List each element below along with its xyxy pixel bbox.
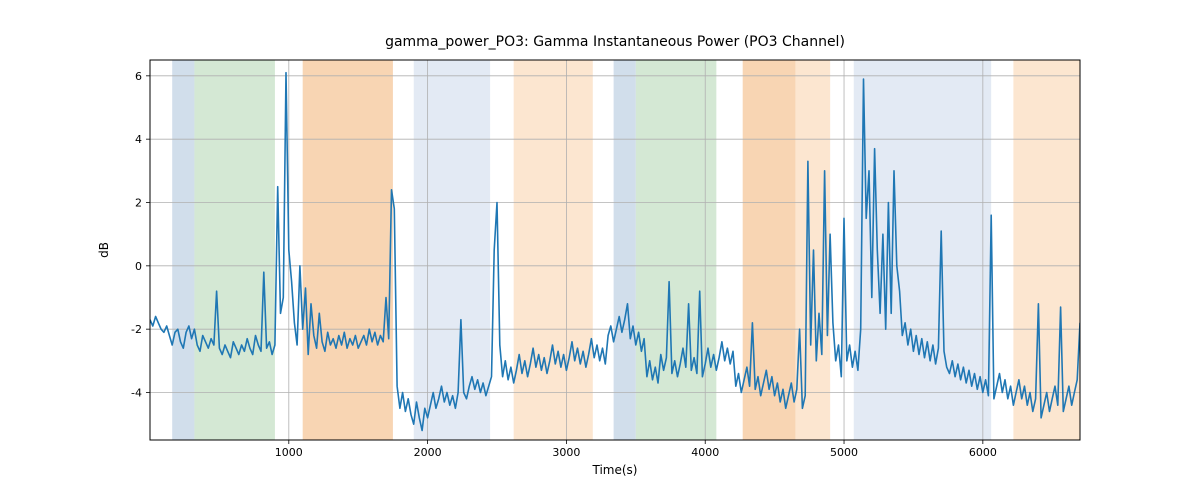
xtick-label: 2000	[414, 446, 442, 459]
band-7	[743, 60, 796, 440]
chart-svg: 1000 2000 3000 4000 5000 6000 -4 -2 0 2 4 6 Time(s) d…	[0, 0, 1200, 500]
ytick-label: 6	[135, 70, 142, 83]
xtick-label: 5000	[830, 446, 858, 459]
ytick-label: 0	[135, 260, 142, 273]
band-2	[303, 60, 393, 440]
xtick-label: 1000	[275, 446, 303, 459]
band-10	[1013, 60, 1080, 440]
band-5	[614, 60, 636, 440]
ytick-label: -4	[131, 387, 142, 400]
band-1	[194, 60, 275, 440]
xtick-label: 3000	[552, 446, 580, 459]
ytick-label: 4	[135, 133, 142, 146]
ytick-label: 2	[135, 197, 142, 210]
band-4	[514, 60, 593, 440]
background-bands	[172, 60, 1080, 440]
x-axis-label: Time(s)	[592, 463, 638, 477]
chart-title: gamma_power_PO3: Gamma Instantaneous Pow…	[385, 34, 845, 50]
ytick-label: -2	[131, 323, 142, 336]
chart-container: 1000 2000 3000 4000 5000 6000 -4 -2 0 2 4 6 Time(s) d…	[0, 0, 1200, 500]
xtick-label: 4000	[691, 446, 719, 459]
y-axis-label: dB	[97, 242, 111, 258]
band-0	[172, 60, 194, 440]
xtick-label: 6000	[969, 446, 997, 459]
band-6	[636, 60, 717, 440]
